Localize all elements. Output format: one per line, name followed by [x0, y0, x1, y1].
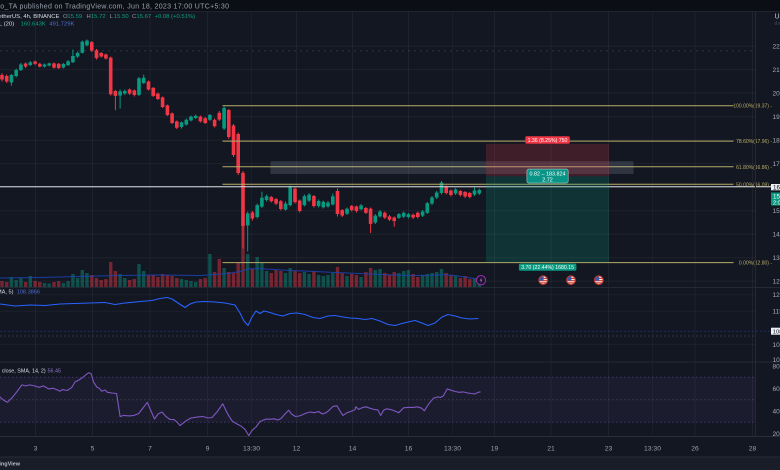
svg-text:23: 23	[605, 445, 613, 452]
svg-text:17: 17	[773, 161, 780, 168]
svg-text:TradingView: TradingView	[0, 461, 21, 467]
svg-text:L: L	[110, 14, 114, 20]
svg-text:491.729K: 491.729K	[49, 22, 74, 28]
svg-text:to_TA published on TradingView: to_TA published on TradingView.com, Jun …	[0, 3, 229, 10]
svg-text:21: 21	[773, 67, 780, 74]
svg-text:20: 20	[773, 91, 780, 98]
svg-text:H: H	[87, 14, 91, 20]
svg-text:61.80%(16.86) -: 61.80%(16.86) -	[736, 165, 772, 171]
svg-text:US: US	[775, 14, 780, 21]
svg-text:0.82 – 183.824: 0.82 – 183.824	[530, 171, 566, 177]
svg-text:14: 14	[773, 232, 780, 239]
svg-text:14: 14	[349, 445, 357, 452]
svg-text:20: 20	[773, 431, 780, 438]
svg-text:13:30: 13:30	[444, 445, 461, 452]
svg-text:22: 22	[773, 44, 780, 51]
svg-text:12: 12	[773, 279, 780, 286]
svg-text:16: 16	[405, 445, 413, 452]
svg-text:50.00%(16.09) -: 50.00%(16.09) -	[736, 182, 772, 188]
svg-text:2.72: 2.72	[542, 178, 553, 184]
svg-text:C: C	[132, 14, 137, 20]
svg-text:100: 100	[773, 357, 780, 364]
svg-text:15.59: 15.59	[67, 14, 82, 20]
svg-text:+0.08 (+0.51%): +0.08 (+0.51%)	[155, 14, 196, 20]
svg-text:78.60%(17.96) -: 78.60%(17.96) -	[736, 139, 772, 145]
svg-text:80: 80	[773, 363, 780, 370]
svg-text:etherUS, 4h, BINANCE: etherUS, 4h, BINANCE	[0, 14, 59, 20]
svg-text:115: 115	[773, 309, 780, 316]
svg-text:13:30: 13:30	[644, 445, 661, 452]
svg-text:28: 28	[749, 445, 757, 452]
svg-text:2:07: 2:07	[773, 201, 780, 207]
svg-text:21: 21	[547, 445, 555, 452]
svg-text:15.67: 15.67	[136, 14, 151, 20]
svg-text:O: O	[63, 14, 68, 20]
svg-text:3.70 (22.44%) 1680.15: 3.70 (22.44%) 1680.15	[521, 265, 574, 271]
svg-text:13: 13	[773, 255, 780, 262]
svg-text:13:30: 13:30	[243, 445, 260, 452]
svg-text:5: 5	[91, 445, 95, 452]
svg-text:100.00%(19.37) -: 100.00%(19.37) -	[733, 104, 772, 110]
svg-text:120: 120	[773, 292, 780, 299]
svg-text:56.45: 56.45	[48, 368, 62, 374]
svg-text:19: 19	[773, 114, 780, 121]
svg-text:12: 12	[293, 445, 301, 452]
svg-text:26: 26	[691, 445, 699, 452]
svg-text:15.50: 15.50	[114, 14, 129, 20]
svg-text:108.3866: 108.3866	[17, 289, 40, 295]
svg-text:160.643K: 160.643K	[21, 22, 46, 28]
svg-text:108.38: 108.38	[773, 330, 780, 336]
svg-text:3: 3	[34, 445, 38, 452]
svg-text:d.a: d.a	[775, 21, 780, 26]
svg-text:19: 19	[491, 445, 499, 452]
svg-text:7: 7	[148, 445, 152, 452]
svg-text:105: 105	[773, 342, 780, 349]
svg-text:15.67: 15.67	[773, 194, 780, 201]
svg-text:L (20): L (20)	[0, 22, 14, 28]
svg-text:40: 40	[773, 408, 780, 415]
svg-text:18: 18	[773, 138, 780, 145]
svg-text:close, SMA, 14, 2): close, SMA, 14, 2)	[2, 368, 46, 374]
svg-text:60: 60	[773, 386, 780, 393]
svg-text:1.36 (8.25%) 750: 1.36 (8.25%) 750	[528, 138, 568, 144]
svg-text:16.05: 16.05	[773, 184, 780, 191]
svg-text:15.72: 15.72	[91, 14, 106, 20]
svg-text:9: 9	[206, 445, 210, 452]
svg-text:MA, 5): MA, 5)	[0, 289, 14, 295]
svg-text:15: 15	[773, 208, 780, 215]
